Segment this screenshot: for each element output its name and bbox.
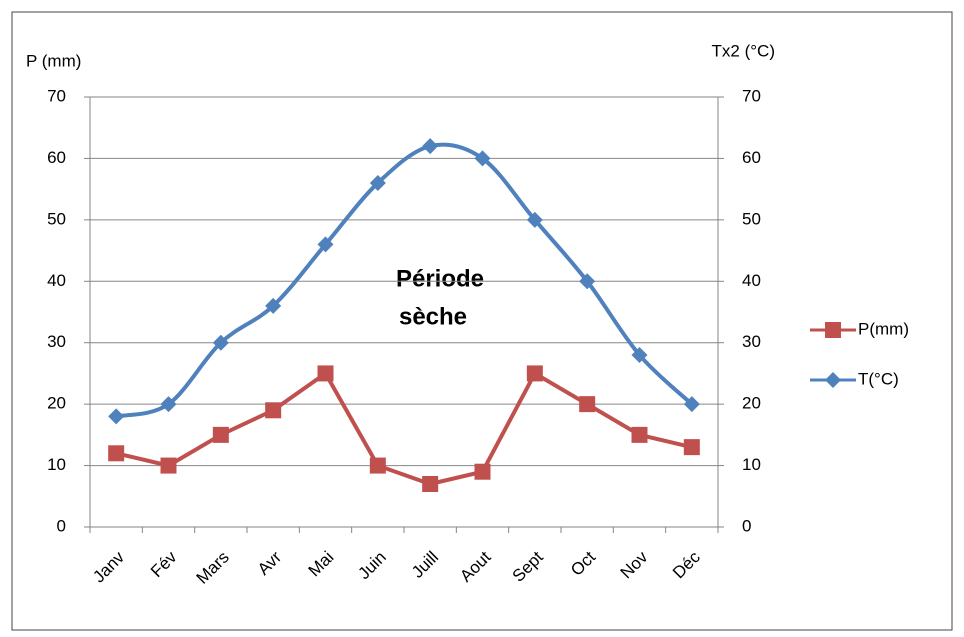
marker: [474, 463, 491, 480]
y-tick-label: 10: [47, 455, 66, 474]
y-tick-label: 40: [47, 271, 66, 290]
marker: [108, 445, 125, 462]
x-tick-label: Mai: [305, 548, 338, 581]
x-tick-label: Janv: [89, 547, 128, 586]
marker: [265, 402, 282, 419]
marker: [683, 396, 700, 413]
chart-frame: [11, 11, 953, 631]
y-axis-title: P (mm): [26, 51, 81, 70]
marker: [825, 322, 841, 338]
y-tick-label: 0: [57, 516, 66, 535]
y2-tick-label: 60: [742, 148, 761, 167]
marker: [579, 273, 596, 290]
x-tick-label: Juin: [354, 548, 389, 583]
series-line: [115, 370, 693, 487]
x-tick-label: Avr: [254, 547, 285, 578]
x-tick-label: Fév: [147, 547, 181, 581]
marker: [422, 138, 439, 155]
marker: [631, 347, 648, 363]
marker: [369, 175, 386, 191]
x-tick-label: Déc: [669, 547, 704, 582]
y2-axis-title: Tx2 (°C): [712, 41, 775, 60]
marker: [160, 457, 177, 474]
y2-tick-label: 10: [742, 455, 761, 474]
y-tick-label: 20: [47, 394, 66, 413]
marker: [683, 439, 700, 456]
x-tick-label: Nov: [617, 547, 652, 582]
y2-tick-label: 40: [742, 271, 761, 290]
marker: [160, 396, 177, 413]
x-tick-label: Sept: [509, 547, 547, 585]
marker: [317, 365, 334, 382]
y2-tick-label: 70: [742, 86, 761, 105]
x-tick-label: Oct: [567, 547, 599, 579]
marker: [579, 396, 596, 413]
y2-tick-label: 0: [742, 516, 751, 535]
x-tick-label: Juill: [408, 548, 442, 582]
marker: [526, 365, 543, 382]
annotation: sèche: [399, 303, 467, 330]
y-tick-label: 30: [47, 332, 66, 351]
annotation: Période: [396, 265, 484, 292]
marker: [631, 426, 648, 443]
legend-label: P(mm): [858, 319, 909, 338]
marker: [265, 297, 282, 314]
y-tick-label: 70: [47, 86, 66, 105]
marker: [212, 334, 229, 351]
marker: [108, 408, 125, 425]
marker: [422, 476, 439, 492]
legend-label: T(°C): [858, 369, 899, 388]
marker: [212, 426, 229, 443]
marker: [317, 236, 334, 253]
marker: [825, 372, 841, 388]
y2-tick-label: 20: [742, 394, 761, 413]
marker: [474, 150, 491, 167]
y-tick-label: 60: [47, 148, 66, 167]
y2-tick-label: 30: [742, 332, 761, 351]
marker: [526, 211, 543, 228]
x-tick-label: Aout: [456, 547, 494, 585]
x-tick-label: Mars: [193, 548, 233, 588]
marker: [369, 457, 386, 474]
y-tick-label: 50: [47, 209, 66, 228]
y2-tick-label: 50: [742, 209, 761, 228]
